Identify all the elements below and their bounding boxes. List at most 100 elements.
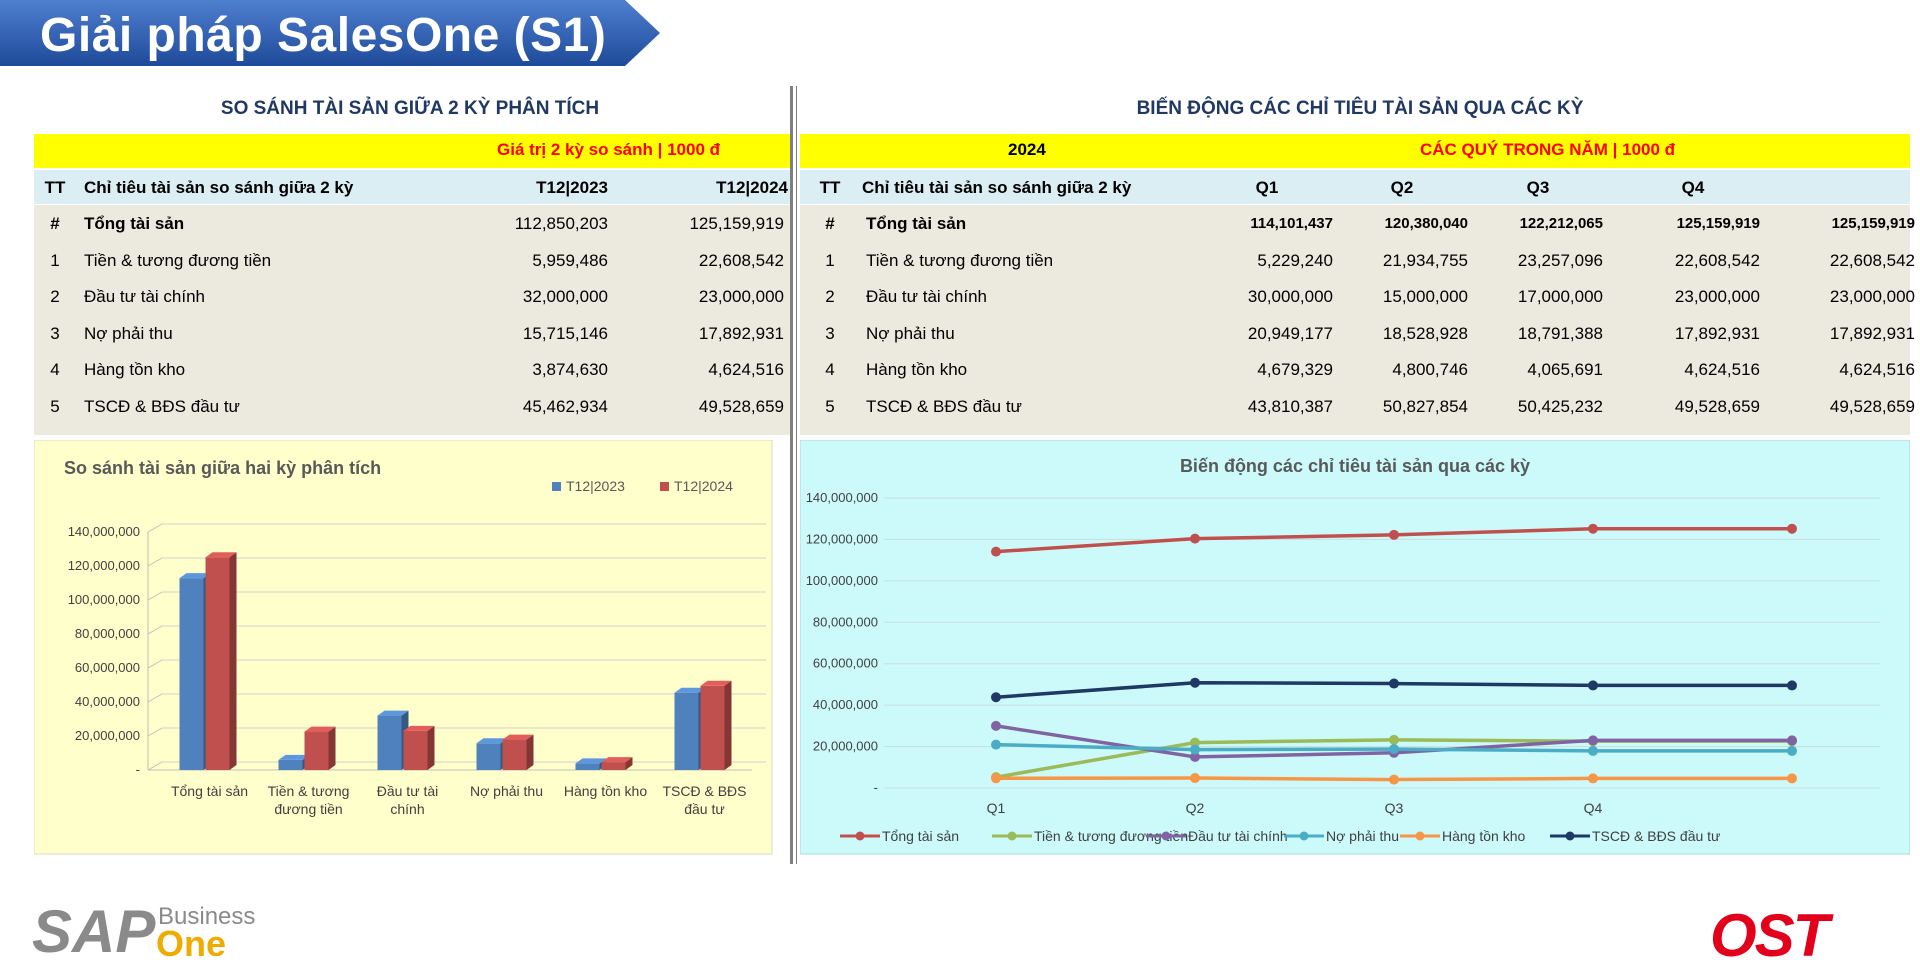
left-row-tt: 2 — [50, 287, 60, 306]
right-yellow-bar — [800, 134, 1910, 168]
bar-top — [278, 754, 310, 760]
right-row-val: 23,257,096 — [1517, 250, 1603, 270]
bar-y-tick-label: 140,000,000 — [68, 524, 140, 539]
bar-front — [700, 685, 725, 770]
right-row-tt: 4 — [825, 360, 835, 379]
right-row-val: 120,380,040 — [1384, 215, 1468, 232]
bar-x-tick-label: TSCĐ & BĐS — [662, 783, 746, 799]
bar-grid-diag — [147, 625, 163, 635]
bar-grid-diag — [147, 659, 163, 669]
line-x-tick-label: Q1 — [987, 800, 1006, 816]
bar-top — [205, 552, 237, 558]
right-row-val: 50,425,232 — [1517, 396, 1603, 416]
bar-y-tick-label: 100,000,000 — [68, 592, 140, 607]
ost-logo: OST — [1710, 908, 1836, 960]
right-header-tt: TT — [819, 178, 841, 197]
left-row-name: Hàng tồn kho — [84, 360, 186, 379]
line-point — [1588, 745, 1598, 756]
left-header-v1: T12|2023 — [536, 178, 608, 197]
line-legend-label: TSCĐ & BĐS đầu tư — [1592, 828, 1720, 844]
line-point — [1588, 773, 1598, 784]
bar-front — [674, 692, 699, 770]
bar-top — [476, 738, 508, 744]
bar-chart-title: So sánh tài sản giữa hai kỳ phân tích — [64, 458, 381, 478]
bar — [205, 552, 237, 770]
bar-grid-diag — [147, 693, 163, 703]
bar-top — [502, 734, 534, 740]
right-row-val: 20,949,177 — [1247, 323, 1333, 343]
line-legend-label: Đầu tư tài chính — [1188, 828, 1288, 844]
bar-y-tick-label: 60,000,000 — [75, 660, 140, 675]
bar-top — [304, 726, 336, 732]
line-y-tick-label: - — [874, 780, 878, 795]
bar-front — [205, 557, 230, 770]
right-row-val: 23,000,000 — [1674, 287, 1760, 306]
left-row-v1: 5,959,486 — [532, 250, 608, 270]
bar-side — [427, 725, 435, 770]
bar-x-tick-label: Nợ phải thu — [470, 783, 543, 799]
line-point — [1787, 745, 1797, 756]
right-row-name: Hàng tồn kho — [866, 360, 968, 379]
bar-front — [179, 578, 204, 770]
line-point — [1389, 529, 1399, 540]
left-section-title: SO SÁNH TÀI SẢN GIỮA 2 KỲ PHÂN TÍCH — [220, 98, 600, 119]
left-yellow-bar — [34, 134, 790, 168]
bar-front — [278, 759, 303, 770]
right-row-tt: 5 — [825, 396, 835, 416]
line-chart-title: Biến động các chỉ tiêu tài sản qua các k… — [1180, 456, 1530, 476]
line-point — [991, 692, 1001, 703]
bar-top — [179, 573, 211, 579]
bar-grid-diag — [147, 591, 163, 601]
bar-legend-swatch — [552, 482, 561, 491]
line-point — [1190, 773, 1200, 784]
left-row-name: Tiền & tương đương tiền — [84, 250, 272, 270]
right-row-val: 5,229,240 — [1257, 250, 1333, 270]
bar — [601, 757, 633, 770]
bar-chart-background — [34, 440, 773, 855]
right-row-name: TSCĐ & BĐS đầu tư — [866, 396, 1022, 416]
left-row-tt: # — [50, 214, 60, 233]
left-row-v1: 112,850,203 — [514, 214, 608, 233]
line-point — [991, 720, 1001, 731]
left-row-tt: 3 — [50, 323, 60, 343]
right-row-name: Tổng tài sản — [866, 214, 967, 233]
bar-x-tick-label: Hàng tồn kho — [564, 783, 647, 799]
left-row-v2: 23,000,000 — [698, 287, 784, 306]
line-legend-marker — [1415, 831, 1425, 841]
line-point — [1787, 523, 1797, 534]
right-row-val: 125,159,919 — [1831, 215, 1915, 232]
left-row-tt: 4 — [50, 360, 60, 379]
right-row-val: 49,528,659 — [1829, 396, 1915, 416]
bar-side — [724, 680, 732, 770]
bar-top — [575, 758, 607, 764]
line-legend-marker — [1007, 831, 1017, 841]
bar — [674, 687, 706, 770]
line-legend-marker — [855, 831, 865, 841]
right-row-val: 15,000,000 — [1382, 287, 1468, 306]
bar-x-tick-label: chính — [390, 801, 424, 817]
bar-y-tick-label: 120,000,000 — [68, 558, 140, 573]
bar-top — [377, 710, 409, 716]
line-y-tick-label: 60,000,000 — [813, 656, 878, 671]
right-row-name: Tiền & tương đương tiền — [866, 250, 1054, 270]
left-row-v2: 4,624,516 — [708, 360, 784, 379]
right-row-val: 21,934,755 — [1382, 250, 1468, 270]
bar-x-tick-label: Đầu tư tài — [377, 783, 439, 799]
bar-y-tick-label: - — [136, 762, 140, 777]
right-row-val: 122,212,065 — [1519, 215, 1603, 232]
bar — [502, 734, 534, 770]
bar-top — [403, 725, 435, 731]
ost-logo-text: OST — [1710, 908, 1834, 960]
line-chart: Biến động các chỉ tiêu tài sản qua các k… — [800, 440, 1910, 855]
bar-grid-diag — [147, 727, 163, 737]
bar-front — [601, 762, 626, 770]
right-row-val: 22,608,542 — [1674, 250, 1760, 270]
right-row-val: 17,892,931 — [1829, 323, 1915, 343]
bar-grid-diag — [147, 523, 163, 533]
line-legend-label: Tiền & tương đương tiền — [1034, 828, 1188, 844]
left-row-v2: 17,892,931 — [698, 323, 784, 343]
line-point — [1190, 533, 1200, 544]
line-x-tick-label: Q4 — [1584, 800, 1603, 816]
left-row-name: TSCĐ & BĐS đầu tư — [84, 396, 240, 416]
line-legend-label: Tổng tài sản — [882, 828, 959, 844]
